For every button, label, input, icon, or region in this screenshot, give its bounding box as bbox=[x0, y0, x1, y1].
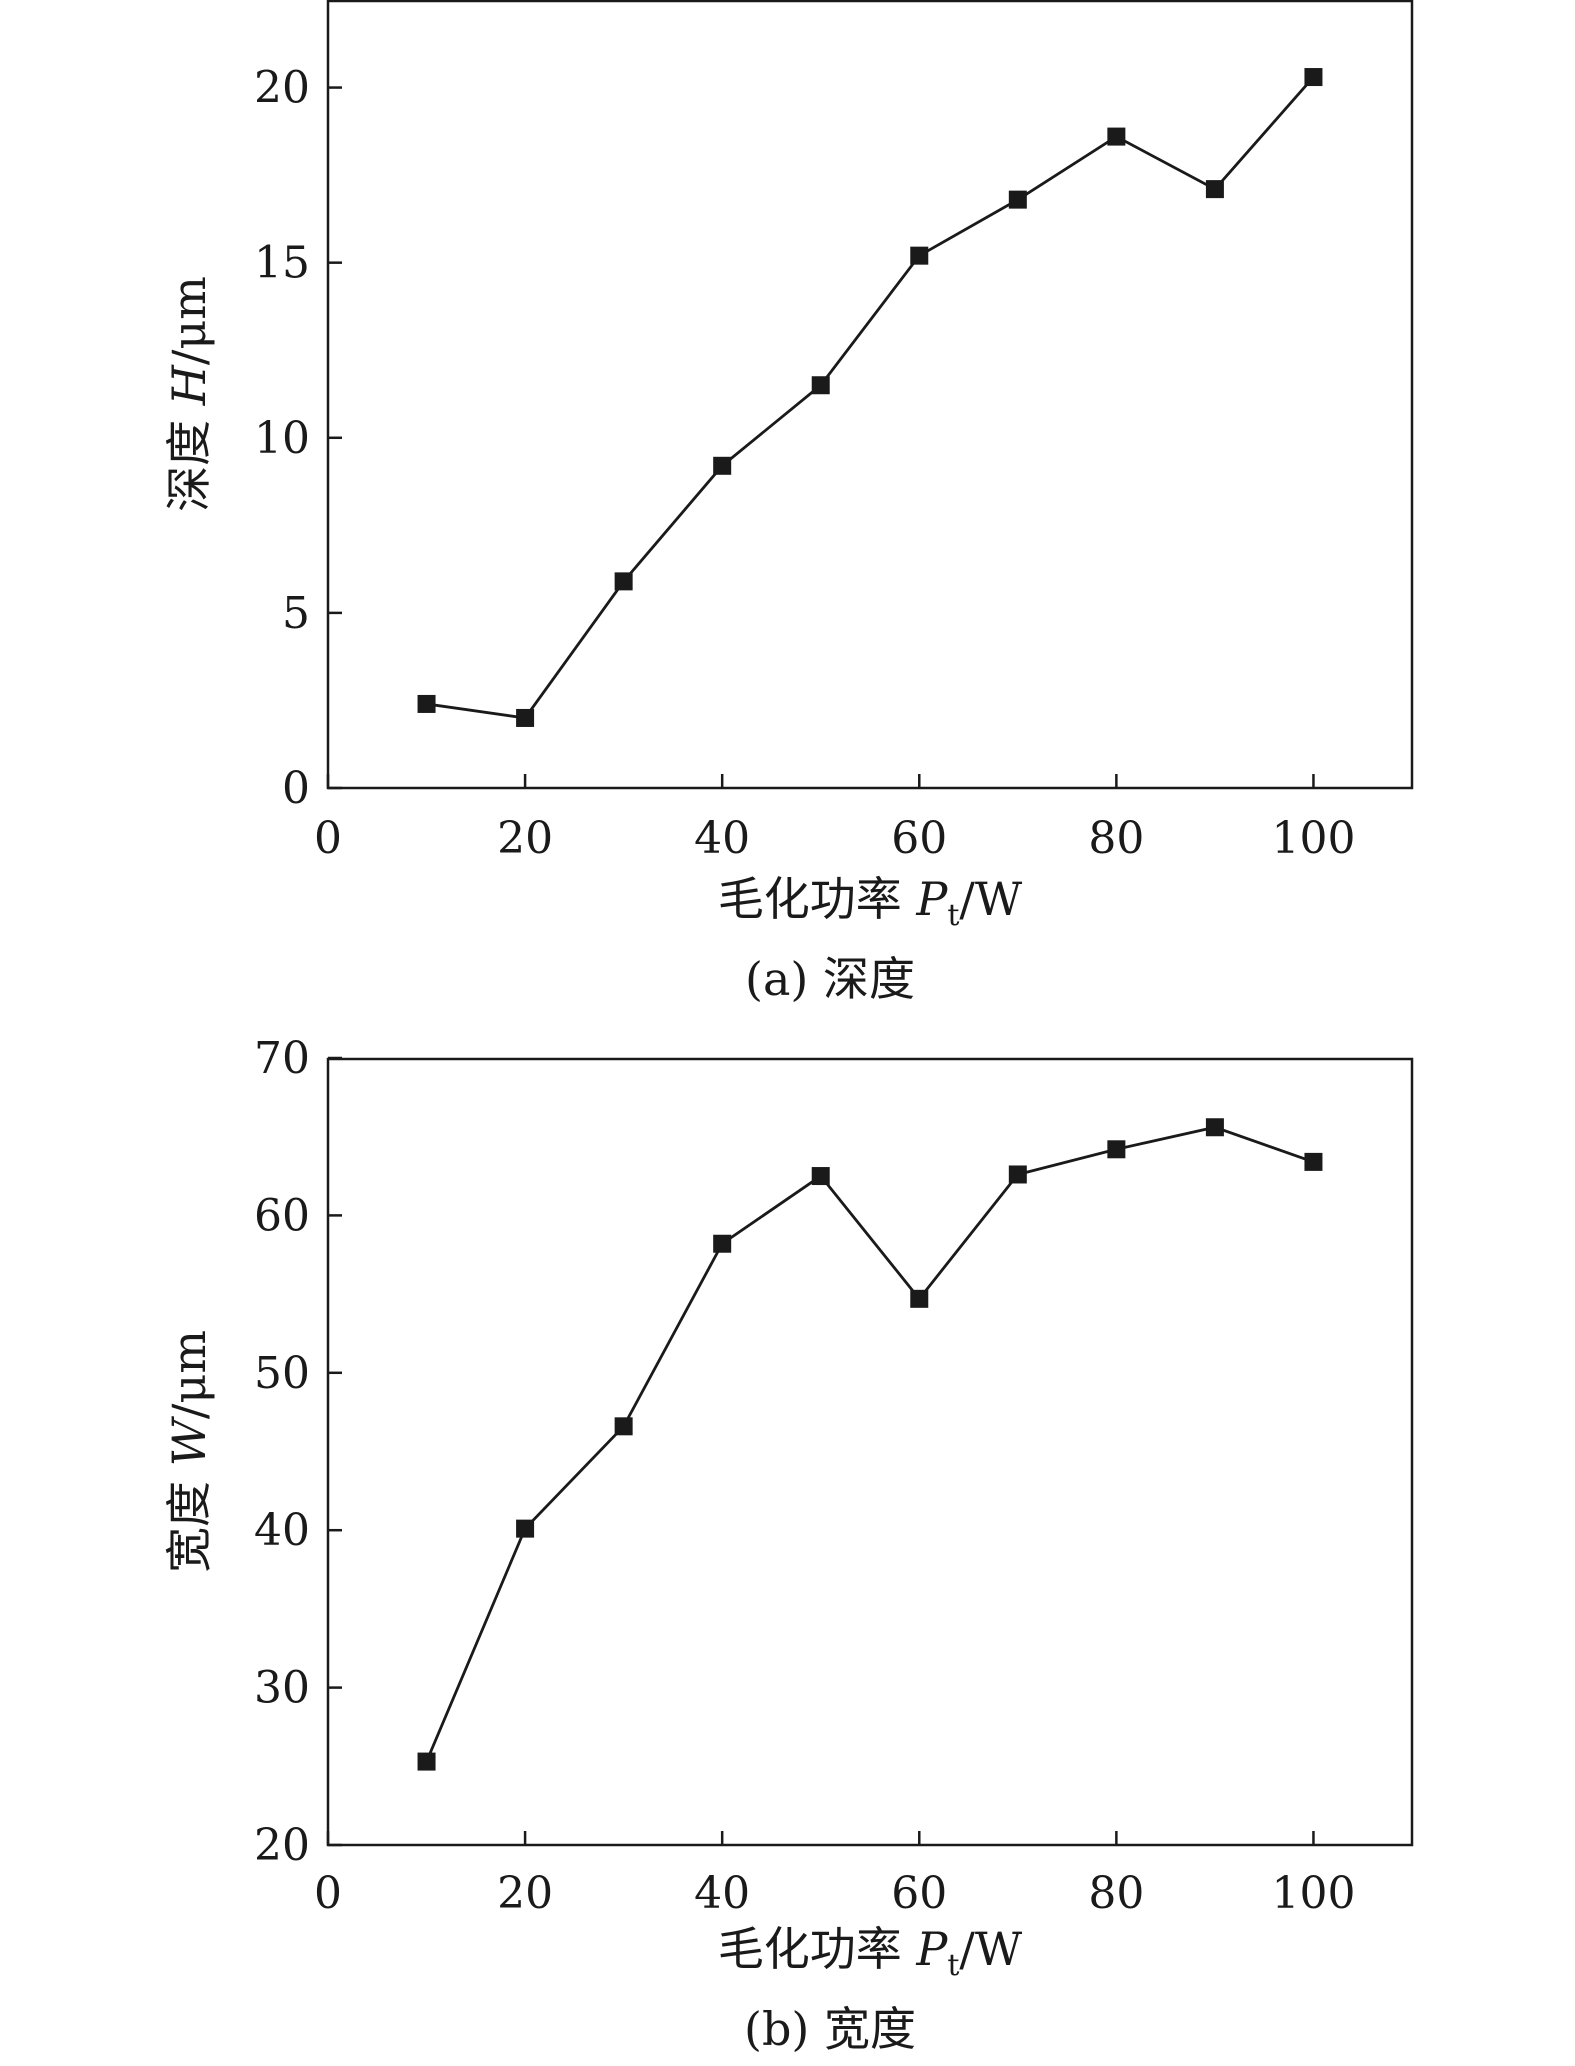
subfigure-caption: (a) 深度 bbox=[745, 952, 915, 1006]
x-tick-label: 80 bbox=[1088, 1868, 1144, 1919]
data-point bbox=[417, 1752, 436, 1771]
subfigure-caption: (b) 宽度 bbox=[744, 2002, 916, 2056]
data-point bbox=[910, 1289, 929, 1308]
y-tick-label: 50 bbox=[254, 1348, 310, 1399]
data-point bbox=[1205, 180, 1224, 199]
x-tick-label: 80 bbox=[1088, 813, 1144, 864]
y-tick-label: 20 bbox=[254, 1820, 310, 1871]
x-tick-label: 60 bbox=[891, 1868, 947, 1919]
data-point bbox=[1205, 1118, 1224, 1137]
x-tick-label: 20 bbox=[497, 813, 553, 864]
x-axis-label: 毛化功率 Pt/W bbox=[718, 1922, 1023, 1983]
y-tick-label: 20 bbox=[254, 63, 310, 114]
data-point bbox=[1008, 1165, 1027, 1184]
plot-frame bbox=[326, 1057, 1414, 1847]
y-tick-label: 5 bbox=[282, 588, 310, 639]
data-point bbox=[516, 708, 535, 727]
data-point bbox=[910, 246, 929, 265]
x-tick-label: 100 bbox=[1271, 1868, 1355, 1919]
x-tick-label: 20 bbox=[497, 1868, 553, 1919]
y-tick-label: 60 bbox=[254, 1190, 310, 1241]
y-axis-label: 深度 H/μm bbox=[162, 276, 216, 512]
data-point bbox=[516, 1519, 535, 1538]
x-tick-label: 100 bbox=[1271, 813, 1355, 864]
y-tick-label: 10 bbox=[254, 413, 310, 464]
y-axis-label: 宽度 W/μm bbox=[162, 1330, 216, 1573]
plot-frame bbox=[326, 0, 1414, 790]
x-axis-label: 毛化功率 Pt/W bbox=[718, 872, 1023, 933]
y-tick-label: 15 bbox=[254, 238, 310, 289]
x-tick-label: 40 bbox=[694, 1868, 750, 1919]
data-point bbox=[1304, 1152, 1323, 1171]
data-point bbox=[1008, 190, 1027, 209]
y-tick-label: 30 bbox=[254, 1663, 310, 1714]
y-tick-label: 70 bbox=[254, 1033, 310, 1084]
data-point bbox=[614, 572, 633, 591]
series-line bbox=[425, 1125, 1314, 1763]
depth-chart: 0 20 40 60 80 100 0 5 10 15 20 毛化功率 Pt/W 深度 H/μm (a) … bbox=[162, 0, 1414, 1006]
data-point bbox=[811, 1167, 830, 1186]
y-tick-label: 0 bbox=[282, 763, 310, 814]
x-tick-label: 60 bbox=[891, 813, 947, 864]
data-point bbox=[713, 456, 732, 475]
data-point bbox=[417, 694, 436, 713]
series-line bbox=[426, 76, 1315, 720]
y-tick-label: 40 bbox=[254, 1505, 310, 1556]
x-tick-label: 0 bbox=[314, 813, 342, 864]
data-point bbox=[1304, 68, 1323, 87]
data-point bbox=[614, 1417, 633, 1436]
data-point bbox=[1107, 1140, 1126, 1159]
data-point bbox=[811, 376, 830, 395]
x-tick-label: 0 bbox=[314, 1868, 342, 1919]
x-tick-label: 40 bbox=[694, 813, 750, 864]
data-point bbox=[1107, 127, 1126, 146]
data-point bbox=[713, 1234, 732, 1253]
